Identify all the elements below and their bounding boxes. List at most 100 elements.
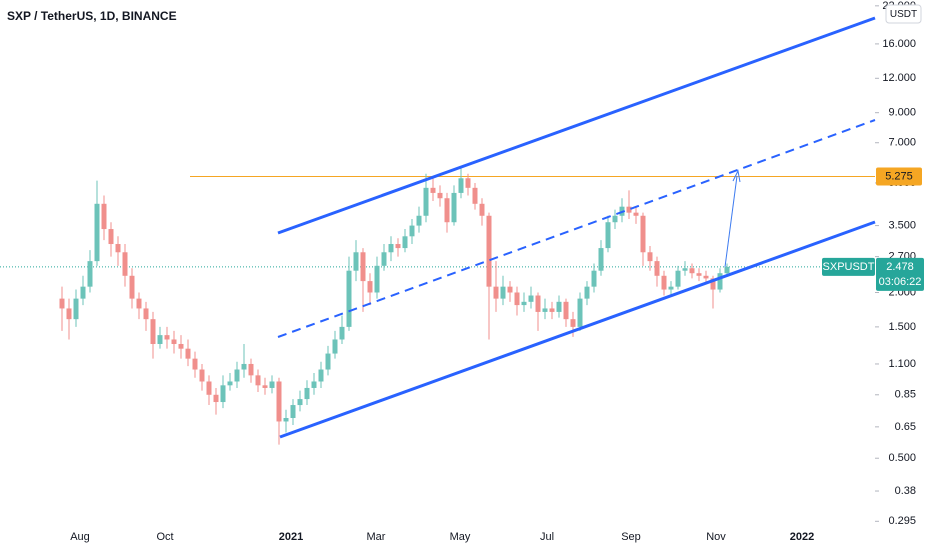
candle-body xyxy=(101,203,107,230)
candle-body xyxy=(514,292,520,306)
candle-body xyxy=(416,215,422,226)
candle-body xyxy=(703,275,709,279)
candle-body xyxy=(584,286,590,299)
candle-body xyxy=(255,375,261,386)
candle-body xyxy=(465,178,471,188)
candle-body xyxy=(192,358,198,370)
x-tick-label: Aug xyxy=(70,531,90,543)
y-tick-label: 0.500 xyxy=(888,452,916,464)
currency: USDT xyxy=(890,9,917,20)
candle-body xyxy=(276,381,282,422)
candle-body xyxy=(115,244,121,253)
candle-body xyxy=(143,308,149,320)
candle-body xyxy=(493,286,499,299)
y-tick-label: 1.500 xyxy=(888,321,916,333)
candle-body xyxy=(199,369,205,382)
candle-body xyxy=(94,203,100,262)
candle-body xyxy=(605,222,611,249)
channel-upper xyxy=(277,16,876,235)
candle-body xyxy=(451,192,457,223)
candle-body xyxy=(633,212,639,216)
candle-body xyxy=(402,236,408,249)
last-price-label: 2.478 xyxy=(886,261,914,273)
candle-body xyxy=(185,348,191,359)
x-tick-label: Jul xyxy=(540,531,554,543)
candle-body xyxy=(360,252,366,282)
chart-title: SXP / TetherUS, 1D, BINANCE xyxy=(7,9,177,23)
candle-body xyxy=(129,275,135,299)
candle-body xyxy=(374,265,380,293)
candle-body xyxy=(332,339,338,354)
y-tick-label: 12.000 xyxy=(882,72,916,84)
candle-body xyxy=(206,381,212,395)
candle-body xyxy=(367,281,373,293)
x-tick-label: 2022 xyxy=(790,531,814,543)
channel-mid xyxy=(277,119,876,338)
candle-body xyxy=(248,363,254,376)
candle-body xyxy=(598,248,604,271)
x-tick-label: Mar xyxy=(367,531,386,543)
candle-body xyxy=(325,353,331,370)
candle-body xyxy=(409,225,415,237)
level-label: 5.275 xyxy=(885,170,913,182)
candle-body xyxy=(563,301,569,320)
y-tick-label: 3.500 xyxy=(888,219,916,231)
candle-body xyxy=(612,215,618,223)
candle-body xyxy=(444,198,450,223)
candle-body xyxy=(430,187,436,193)
candle-body xyxy=(486,215,492,287)
candle-body xyxy=(227,381,233,386)
candle-body xyxy=(73,298,79,320)
candle-body xyxy=(269,381,275,388)
candle-body xyxy=(136,298,142,309)
candle-body xyxy=(171,339,177,344)
y-tick-label: 0.295 xyxy=(888,515,916,527)
candle-body xyxy=(164,335,170,340)
candle-body xyxy=(150,319,156,344)
candle-body xyxy=(507,286,513,293)
candle-body xyxy=(304,387,310,400)
y-tick-label: 0.38 xyxy=(895,485,916,497)
candle-body xyxy=(290,405,296,418)
candle-body xyxy=(178,343,184,349)
x-tick-label: Sep xyxy=(621,531,641,543)
candle-body xyxy=(437,192,443,199)
candle-body xyxy=(318,369,324,382)
time-axis xyxy=(0,525,932,550)
y-tick-label: 1.100 xyxy=(888,358,916,370)
candle-body xyxy=(654,261,660,276)
candle-body xyxy=(423,187,429,216)
candle-body xyxy=(234,369,240,382)
candle-body xyxy=(59,298,65,309)
channel-lower xyxy=(279,220,876,439)
candle-body xyxy=(668,286,674,290)
candle-body xyxy=(640,215,646,253)
candle-body xyxy=(556,301,562,312)
candle-body xyxy=(346,270,352,327)
candle-body xyxy=(381,252,387,266)
candle-body xyxy=(577,298,583,327)
candle-body xyxy=(458,178,464,193)
candle-body xyxy=(395,244,401,249)
candle-body xyxy=(549,308,555,312)
x-tick-label: 2021 xyxy=(279,531,303,543)
y-tick-label: 7.000 xyxy=(888,137,916,149)
currency-box xyxy=(885,4,922,24)
candle-body xyxy=(472,187,478,204)
candle-body xyxy=(682,268,688,271)
y-tick-label: 0.65 xyxy=(895,421,916,433)
candle-body xyxy=(542,308,548,312)
y-tick-label: 9.000 xyxy=(888,107,916,119)
candle-body xyxy=(675,270,681,287)
y-tick-label: 0.85 xyxy=(895,389,916,401)
candles xyxy=(0,167,875,445)
candle-body xyxy=(388,244,394,253)
level-label-box xyxy=(876,167,922,186)
arrow-head xyxy=(732,169,741,183)
candle-body xyxy=(241,363,247,370)
candle-body xyxy=(311,381,317,388)
candle-body xyxy=(353,252,359,271)
candle-body xyxy=(696,273,702,276)
